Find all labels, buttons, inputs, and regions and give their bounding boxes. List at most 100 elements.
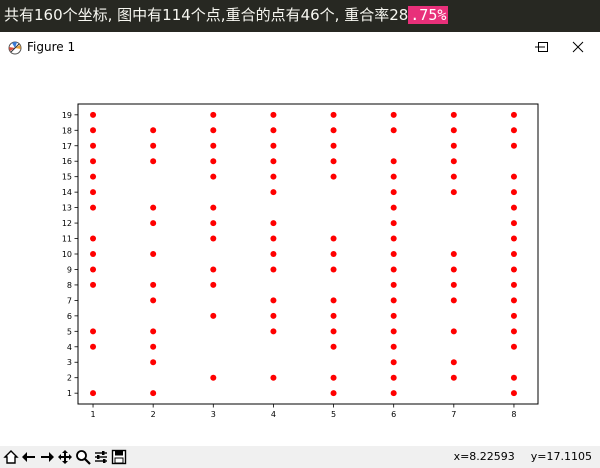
minimize-icon — [535, 46, 545, 48]
data-point — [330, 173, 337, 180]
data-point — [510, 374, 517, 381]
data-point — [510, 142, 517, 149]
figure-canvas[interactable]: 1 2 3 4 5 6 7 8 1 2 3 4 5 6 7 8 9 10 11 12 13 14 15 16 17 18 19 — [0, 62, 600, 446]
data-point — [90, 235, 97, 242]
maximize-button[interactable] — [528, 36, 558, 58]
data-point — [90, 251, 97, 257]
x-tick-label: 4 — [271, 410, 276, 419]
data-point — [150, 251, 157, 257]
cursor-coordinates: x=8.22593 y=17.1105 — [438, 450, 592, 463]
data-point — [150, 142, 157, 149]
x-tick-label: 7 — [451, 410, 456, 419]
status-banner: 共有160个坐标, 图中有114个点,重合的点有46个, 重合率28.75% — [0, 0, 600, 32]
y-tick-label: 12 — [62, 219, 72, 228]
data-point — [330, 312, 337, 319]
data-point — [270, 173, 277, 180]
data-point — [90, 111, 97, 118]
data-point — [510, 266, 517, 273]
data-point — [150, 220, 157, 227]
data-point — [510, 312, 517, 319]
data-point — [150, 158, 157, 165]
minimize-button[interactable] — [525, 36, 555, 58]
data-point — [210, 312, 217, 319]
data-point — [150, 390, 157, 397]
data-point — [90, 127, 97, 134]
data-point — [270, 374, 277, 381]
y-tick-label: 14 — [62, 188, 72, 197]
data-point — [330, 266, 337, 273]
data-point — [510, 204, 517, 211]
data-point — [330, 297, 337, 304]
x-tick-label: 5 — [331, 410, 336, 419]
y-tick-label: 2 — [67, 374, 72, 383]
data-point — [450, 127, 457, 134]
data-point — [510, 127, 517, 134]
y-tick-label: 6 — [67, 312, 72, 321]
data-point — [510, 235, 517, 242]
data-point — [210, 204, 217, 211]
data-point — [450, 297, 457, 304]
forward-icon[interactable] — [38, 448, 56, 466]
data-point — [330, 343, 337, 350]
data-point — [330, 158, 337, 165]
data-point — [510, 189, 517, 196]
data-point — [90, 142, 97, 149]
configure-subplots-icon[interactable] — [92, 448, 110, 466]
pan-icon[interactable] — [56, 448, 74, 466]
zoom-icon[interactable] — [74, 448, 92, 466]
home-icon[interactable] — [2, 448, 20, 466]
data-point — [450, 328, 457, 335]
data-point — [270, 251, 277, 257]
data-point — [450, 158, 457, 165]
data-point — [150, 204, 157, 211]
data-point — [210, 158, 217, 165]
data-point — [90, 390, 97, 397]
y-tick-label: 1 — [67, 389, 72, 398]
x-readout: x=8.22593 — [453, 450, 515, 463]
data-point — [270, 127, 277, 134]
data-point — [150, 297, 157, 304]
data-point — [510, 220, 517, 227]
y-tick-label: 16 — [62, 157, 72, 166]
y-readout: y=17.1105 — [530, 450, 592, 463]
data-point — [510, 173, 517, 180]
data-point — [390, 204, 397, 211]
data-point — [390, 390, 397, 397]
y-tick-label: 15 — [62, 173, 72, 182]
data-point — [330, 235, 337, 242]
y-tick-label: 18 — [62, 126, 72, 135]
close-icon — [572, 41, 584, 53]
data-point — [90, 189, 97, 196]
data-point — [90, 343, 97, 350]
window-titlebar[interactable]: Figure 1 — [0, 32, 600, 62]
y-tick-label: 9 — [67, 265, 72, 274]
data-point — [390, 127, 397, 134]
data-point — [270, 142, 277, 149]
data-point — [510, 111, 517, 118]
data-point — [330, 390, 337, 397]
data-point — [270, 266, 277, 273]
data-point — [150, 343, 157, 350]
data-point — [390, 297, 397, 304]
axes-frame — [77, 103, 539, 405]
save-icon[interactable] — [110, 448, 128, 466]
data-point — [270, 220, 277, 227]
x-tick-label: 6 — [391, 410, 396, 419]
y-tick-label: 11 — [62, 235, 72, 244]
data-point — [270, 235, 277, 242]
data-point — [270, 297, 277, 304]
y-tick-label: 5 — [67, 327, 72, 336]
y-tick-label: 19 — [62, 111, 72, 120]
data-point — [330, 111, 337, 118]
data-point — [510, 281, 517, 288]
data-point — [90, 281, 97, 288]
data-point — [510, 251, 517, 257]
close-button[interactable] — [563, 36, 593, 58]
data-point — [90, 266, 97, 273]
data-point — [450, 359, 457, 366]
back-icon[interactable] — [20, 448, 38, 466]
data-point — [510, 297, 517, 304]
data-point — [270, 189, 277, 196]
window-title: Figure 1 — [27, 40, 76, 54]
